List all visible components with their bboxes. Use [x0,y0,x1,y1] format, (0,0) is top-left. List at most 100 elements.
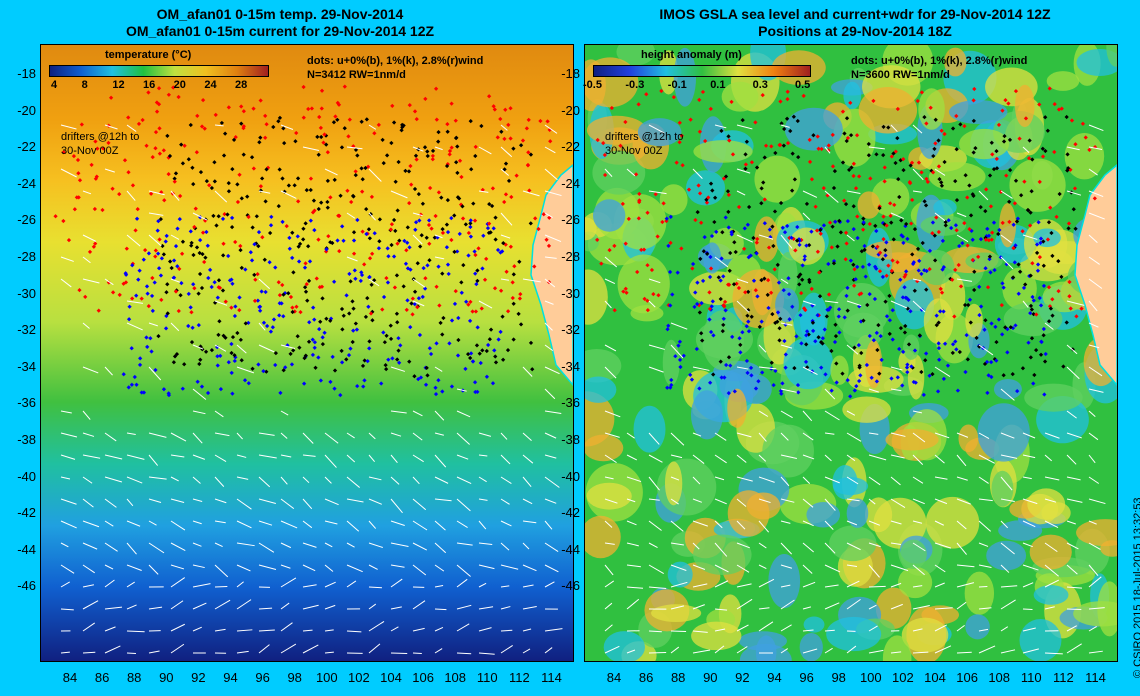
lon-tick-label: 108 [988,670,1011,685]
colorbar-tick-label: -0.3 [625,79,645,91]
lat-tick-label: -44 [17,541,36,557]
credit-label: © CSIRO 2015 18-Jul-2015 13:32:53 [1132,497,1140,678]
lon-tick-label: 94 [767,670,782,685]
lon-tick-label: 90 [703,670,718,685]
lon-tick-label: 98 [287,670,302,685]
lat-tick-label: -36 [17,395,36,411]
lon-tick-label: 96 [799,670,814,685]
colorbar-tick-label: 4 [51,79,58,91]
right-title-line1: IMOS GSLA sea level and current+wdr for … [659,6,1051,22]
lon-tick-label: 112 [509,670,530,685]
lat-tick-label: -20 [561,102,580,118]
left-info-line1: dots: u+0%(b), 1%(k), 2.8%(r)wind [307,55,484,67]
left-drifter-line1: drifters @12h to [61,131,140,143]
lon-tick-label: 86 [94,670,110,685]
lon-tick-label: 84 [606,670,622,685]
colorbar-tick-label: 12 [112,79,125,91]
lat-tick-label: -30 [17,285,36,301]
lat-tick-label: -46 [561,578,580,594]
lon-tick-label: 110 [1020,670,1042,685]
lat-tick-label: -22 [17,139,36,155]
lat-tick-label: -26 [561,212,580,228]
lon-tick-label: 104 [380,670,402,685]
lat-tick-label: -26 [17,212,36,228]
lon-tick-label: 108 [444,670,467,685]
left-colorbar-title: temperature (°C) [105,49,192,61]
lat-tick-label: -42 [17,505,36,521]
lat-tick-label: -40 [17,468,36,484]
lon-tick-label: 100 [315,670,338,685]
sea-level-map[interactable]: height anomaly (m) -0.5 -0.3 -0.1 0.1 0.3 0.5… [583,44,1118,662]
colorbar-tick-label: -0.1 [667,79,687,91]
colorbar-tick-label: 28 [235,79,248,91]
sea-level-anomaly-field [585,45,1117,661]
colorbar-tick-label: 24 [204,79,217,91]
left-info-line2: N=3412 RW=1nm/d [307,69,406,81]
lon-tick-label: 104 [924,670,946,685]
left-drifter-dots [53,84,553,398]
lon-tick-label: 84 [62,670,78,685]
lon-tick-label: 114 [1085,670,1106,685]
colorbar-tick-label: 16 [143,79,156,91]
lat-tick-label: -30 [561,285,580,301]
lat-tick-label: -34 [17,358,36,374]
lon-tick-label: 102 [348,670,370,685]
lat-tick-label: -28 [17,249,36,264]
lon-tick-label: 94 [223,670,238,685]
left-title-line1: OM_afan01 0-15m temp. 29-Nov-2014 [156,6,404,22]
lat-tick-label: -18 [561,66,580,81]
lat-tick-label: -22 [561,139,580,155]
left-current-arrows [60,124,563,655]
left-panel-title: OM_afan01 0-15m temp. 29-Nov-2014 OM_afa… [0,6,560,40]
lat-tick-label: -40 [561,468,580,484]
lon-tick-label: 88 [126,670,142,685]
right-panel-title: IMOS GSLA sea level and current+wdr for … [575,6,1135,40]
sea-level-map-canvas [585,45,1117,661]
lon-tick-label: 86 [638,670,654,685]
lat-tick-label: -38 [561,432,580,447]
right-info-line1: dots: u+0%(b), 1%(k), 2.8%(r)wind [851,55,1028,67]
lon-tick-label: 112 [1053,670,1074,685]
lat-tick-label: -20 [17,102,36,118]
temperature-map[interactable]: temperature (°C) 4 8 12 16 20 24 28 dots: u+0%… [40,44,574,662]
right-title-line2: Positions at 29-Nov-2014 18Z [758,23,952,39]
credit-text: © CSIRO 2015 18-Jul-2015 13:32:53 [1118,420,1140,680]
lat-tick-label: -38 [17,432,36,447]
colorbar-tick-label: 0.3 [752,79,768,91]
colorbar-tick-label: 8 [81,79,88,91]
temperature-map-canvas [41,45,573,661]
right-current-arrows [604,124,1106,655]
lat-tick-label: -24 [561,175,580,191]
lon-tick-label: 106 [412,670,434,685]
lat-tick-label: -42 [561,505,580,521]
lon-tick-label: 114 [541,670,562,685]
temperature-colorbar [49,65,269,77]
lon-tick-label: 88 [670,670,686,685]
lat-tick-label: -34 [561,358,580,374]
lat-tick-label: -18 [17,66,36,81]
lat-tick-label: -46 [17,578,36,594]
left-title-line2: OM_afan01 0-15m current for 29-Nov-2014 … [125,23,435,39]
lon-tick-label: 100 [859,670,882,685]
lon-tick-label: 102 [892,670,914,685]
lon-tick-label: 90 [159,670,174,685]
lat-tick-label: -44 [561,541,580,557]
lon-tick-label: 96 [255,670,270,685]
lon-tick-label: 92 [735,670,750,685]
right-drifter-line2: 30-Nov 00Z [605,145,663,157]
colorbar-tick-label: 20 [173,79,186,91]
height-anomaly-colorbar [593,65,811,77]
right-drifter-line1: drifters @12h to [605,131,684,143]
lat-tick-label: -32 [561,322,580,338]
lat-tick-label: -36 [561,395,580,411]
right-info-line2: N=3600 RW=1nm/d [851,69,950,81]
lon-tick-label: 92 [191,670,206,685]
lon-tick-label: 98 [831,670,846,685]
colorbar-tick-label: -0.5 [583,79,602,91]
colorbar-tick-label: 0.5 [795,79,811,91]
lon-tick-label: 110 [476,670,498,685]
lat-tick-label: -32 [17,322,36,338]
right-colorbar-title: height anomaly (m) [641,49,742,61]
colorbar-tick-label: 0.1 [710,79,726,91]
left-drifter-line2: 30-Nov 00Z [61,145,119,157]
